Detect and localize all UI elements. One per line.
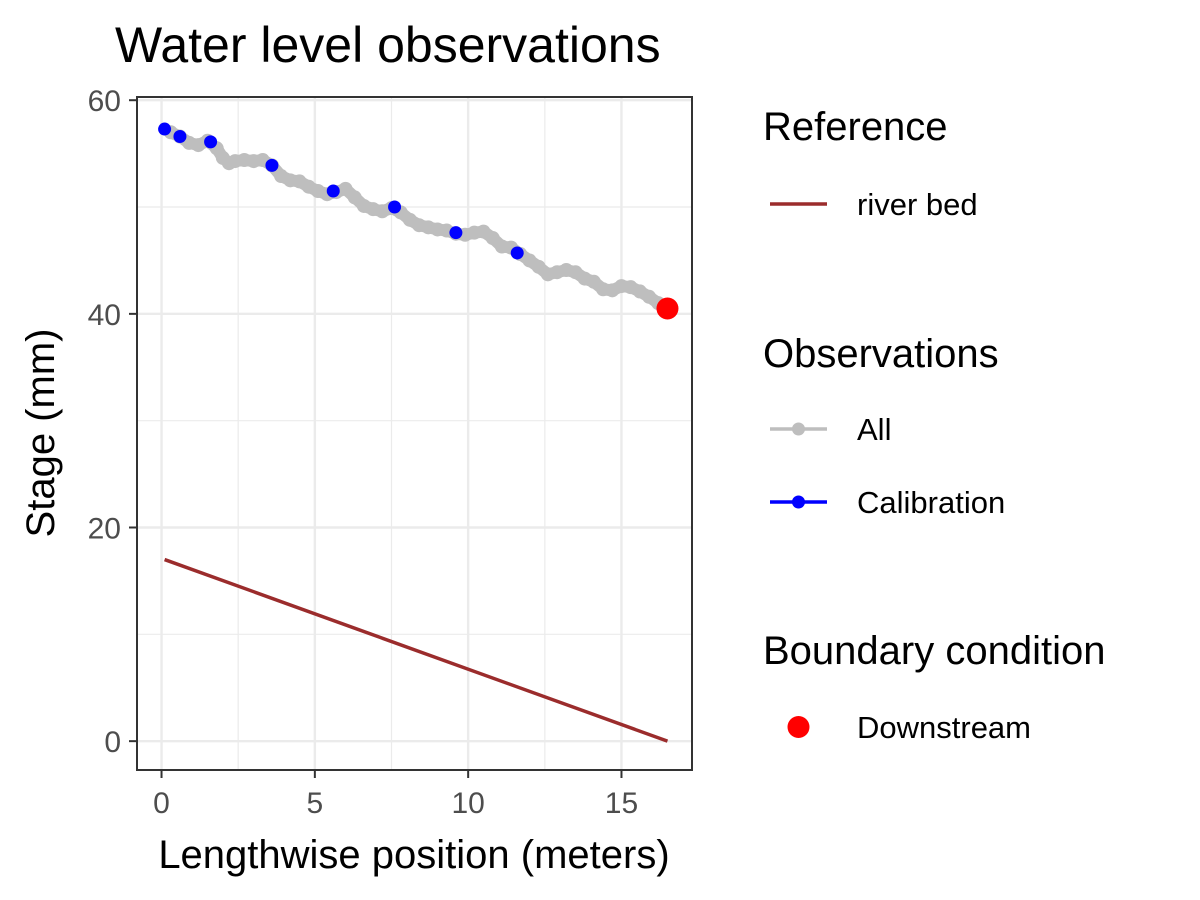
data-point-calibration [388, 200, 402, 214]
data-point-downstream [656, 297, 679, 320]
legend-title: Boundary condition [763, 629, 1105, 673]
data-point-calibration [173, 130, 187, 144]
data-point-calibration [326, 184, 340, 198]
y-axis-title: Stage (mm) [19, 329, 63, 538]
x-tick-label: 0 [153, 787, 170, 820]
x-tick-label: 10 [451, 787, 484, 820]
legend-title: Observations [763, 332, 999, 376]
y-tick-label: 60 [88, 85, 121, 118]
legend-label: Downstream [857, 710, 1031, 745]
data-point-all [485, 231, 500, 246]
y-tick-label: 40 [88, 299, 121, 332]
legend-key-point [792, 422, 805, 436]
data-point-calibration [510, 246, 524, 260]
x-tick-label: 15 [605, 787, 638, 820]
plot-marks [158, 122, 679, 743]
legend-key-point [787, 716, 810, 738]
data-point-all [338, 181, 353, 196]
data-point-calibration [204, 135, 218, 149]
y-tick-label: 20 [88, 513, 121, 546]
x-tick-label: 5 [307, 787, 324, 820]
legend-label: All [857, 412, 891, 447]
legend-label: river bed [857, 187, 978, 222]
legend-label: Calibration [857, 485, 1005, 520]
grid [137, 97, 692, 770]
legend-key-point [792, 495, 805, 509]
data-point-calibration [158, 122, 172, 136]
legend: Reference river bed Observations All Calibra… [763, 105, 1105, 745]
plot-panel-border [136, 96, 693, 771]
series-line-river-bed [164, 557, 669, 743]
data-point-all [347, 190, 362, 205]
y-tick-label: 0 [104, 726, 121, 759]
data-point-calibration [449, 226, 463, 240]
legend-title: Reference [763, 105, 948, 149]
axes: 0 5 10 15 0 20 40 60 [88, 85, 639, 820]
x-axis-title: Lengthwise position (meters) [158, 833, 669, 877]
data-point-calibration [265, 158, 279, 172]
chart-title: Water level observations [115, 17, 661, 73]
